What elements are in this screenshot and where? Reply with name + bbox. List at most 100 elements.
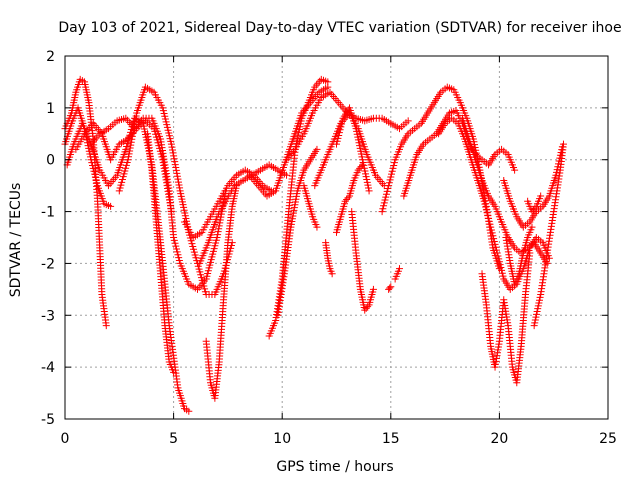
- data-series-arc-27: [478, 249, 534, 387]
- data-point: [338, 117, 346, 125]
- data-point: [216, 219, 224, 227]
- data-point: [379, 205, 387, 213]
- data-point: [498, 266, 506, 274]
- data-point: [380, 202, 388, 210]
- data-series-arc-08: [180, 166, 275, 241]
- data-point: [170, 236, 178, 244]
- x-tick-label: 0: [61, 431, 70, 447]
- data-points: [61, 75, 567, 415]
- data-point: [324, 78, 332, 86]
- data-point: [369, 285, 377, 293]
- data-point: [487, 226, 495, 234]
- data-point: [354, 166, 362, 174]
- data-point: [388, 170, 396, 178]
- data-point: [174, 251, 182, 259]
- data-series-arc-17: [322, 239, 336, 278]
- data-point: [168, 143, 176, 151]
- data-point: [174, 178, 182, 186]
- data-point: [132, 112, 140, 120]
- data-series-arc-16: [300, 182, 321, 231]
- data-point: [559, 140, 567, 148]
- data-point: [335, 129, 343, 137]
- data-point: [328, 270, 336, 278]
- data-point: [364, 303, 372, 311]
- data-point: [365, 187, 373, 195]
- data-point: [526, 249, 534, 257]
- data-point: [107, 202, 115, 210]
- data-point: [126, 144, 134, 152]
- data-point: [172, 166, 180, 174]
- data-point: [499, 272, 507, 280]
- y-tick-label: -2: [41, 256, 55, 272]
- data-series-arc-29: [530, 140, 567, 330]
- data-point: [386, 176, 394, 184]
- data-point: [388, 167, 396, 175]
- data-point: [175, 257, 183, 265]
- data-point: [126, 147, 134, 155]
- data-point: [484, 212, 492, 220]
- data-point: [384, 185, 392, 193]
- data-point: [362, 304, 370, 312]
- data-point: [380, 199, 388, 207]
- data-point: [172, 245, 180, 253]
- data-point: [129, 129, 137, 137]
- data-point: [333, 137, 341, 145]
- x-tick-label: 25: [599, 431, 617, 447]
- data-point: [170, 234, 178, 241]
- data-point: [341, 197, 349, 205]
- data-point: [378, 208, 386, 216]
- data-series-arc-07: [144, 130, 178, 376]
- data-series-arc-22: [391, 265, 403, 283]
- plot-frame: [64, 55, 609, 420]
- y-tick-label: -4: [41, 360, 55, 376]
- data-point: [102, 322, 110, 330]
- data-point: [93, 179, 101, 187]
- data-point: [495, 255, 503, 263]
- y-tick-label: -3: [41, 308, 55, 324]
- data-point: [127, 141, 135, 149]
- y-tick-label: 0: [46, 153, 55, 169]
- data-point: [171, 239, 179, 247]
- data-point: [344, 194, 352, 202]
- y-tick-label: 2: [46, 49, 55, 65]
- data-point: [390, 161, 398, 169]
- data-point: [490, 235, 498, 243]
- data-point: [497, 263, 505, 271]
- data-point: [387, 283, 395, 291]
- data-point: [124, 156, 132, 164]
- chart-title: Day 103 of 2021, Sidereal Day-to-day VTE…: [58, 20, 621, 36]
- data-point: [338, 120, 346, 128]
- data-point: [389, 164, 397, 172]
- data-point: [216, 216, 224, 224]
- data-point: [313, 145, 321, 153]
- data-point: [487, 223, 495, 231]
- data-point: [89, 164, 97, 172]
- data-series-arc-02: [61, 104, 115, 210]
- y-tick-label: -5: [41, 412, 55, 428]
- data-point: [170, 155, 178, 163]
- data-point: [482, 206, 490, 214]
- data-point: [170, 368, 178, 376]
- data-point: [480, 197, 488, 205]
- y-tick-label: -1: [41, 205, 55, 221]
- data-point: [498, 269, 506, 277]
- data-point: [170, 152, 178, 160]
- data-point: [91, 170, 99, 178]
- data-point: [125, 150, 133, 158]
- data-point: [92, 176, 100, 184]
- data-point: [174, 175, 182, 183]
- data-point: [172, 163, 180, 171]
- data-point: [489, 232, 497, 240]
- data-point: [214, 231, 222, 239]
- data-point: [171, 161, 179, 169]
- data-point: [404, 117, 412, 125]
- data-point: [335, 132, 343, 140]
- data-point: [169, 146, 177, 154]
- data-point: [488, 229, 496, 237]
- data-point: [382, 190, 390, 198]
- data-point: [383, 187, 391, 195]
- data-point: [528, 223, 536, 231]
- data-point: [496, 261, 504, 269]
